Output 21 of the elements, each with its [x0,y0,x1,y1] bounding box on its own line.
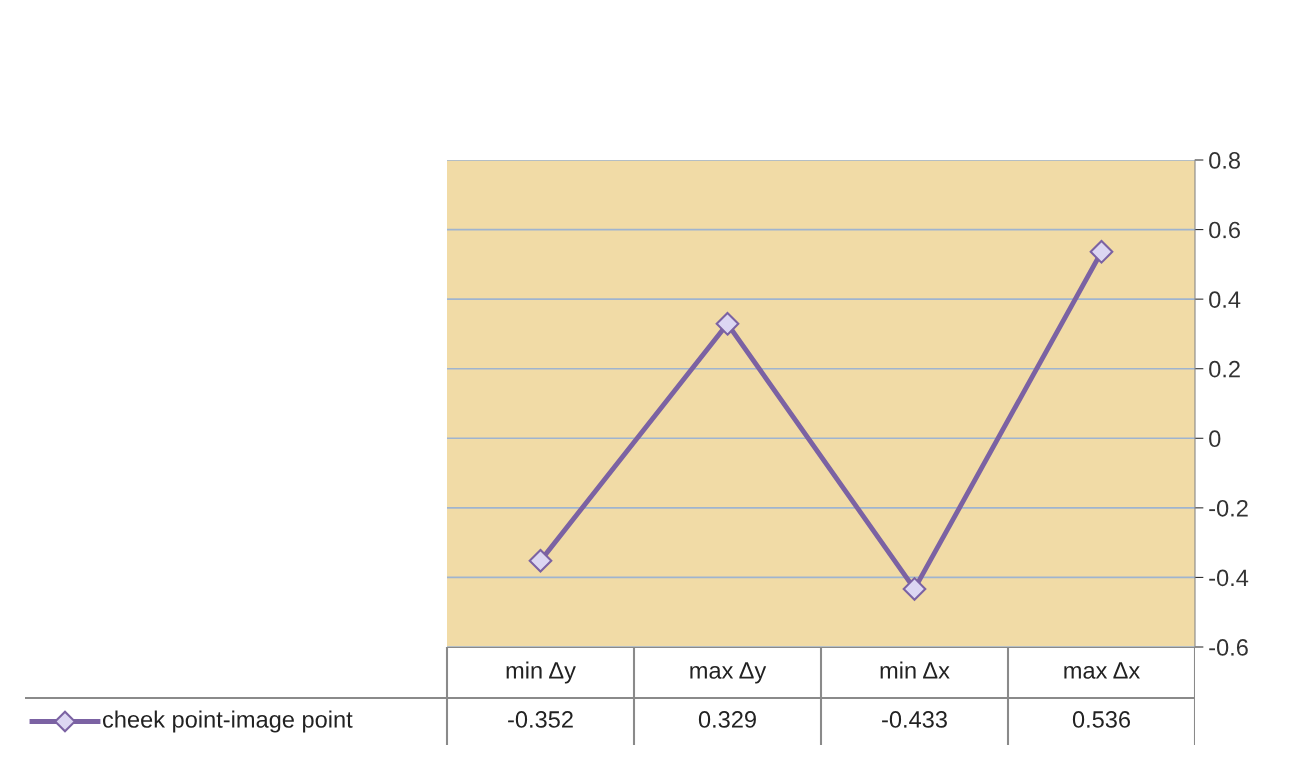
x-tick-label: min Δy [506,661,576,684]
data-label: -0.352 [508,711,573,728]
y-tick-label: -0.2 [1209,499,1248,517]
point [902,577,927,601]
y-tick-label: 0.8 [1209,152,1240,169]
y-tick-label: 0 [1209,430,1221,448]
point [715,312,740,336]
point [528,548,553,573]
data-label: 0.536 [1072,711,1131,728]
data-label: 0.329 [698,711,756,728]
legend-label: cheek point-image point [103,710,353,733]
y-tick-label: -0.4 [1209,569,1249,587]
y-tick-label: 0.2 [1209,360,1240,378]
x-tick-label: max Δx [1064,662,1140,679]
point [1089,239,1114,264]
data-label: -0.433 [882,711,947,728]
y-tick-label: 0.6 [1209,221,1240,239]
x-tick-label: max Δy [690,662,767,684]
x-tick-label: min Δx [880,661,950,679]
y-tick-label: 0.4 [1209,291,1241,308]
y-tick-label: -0.6 [1209,639,1248,656]
